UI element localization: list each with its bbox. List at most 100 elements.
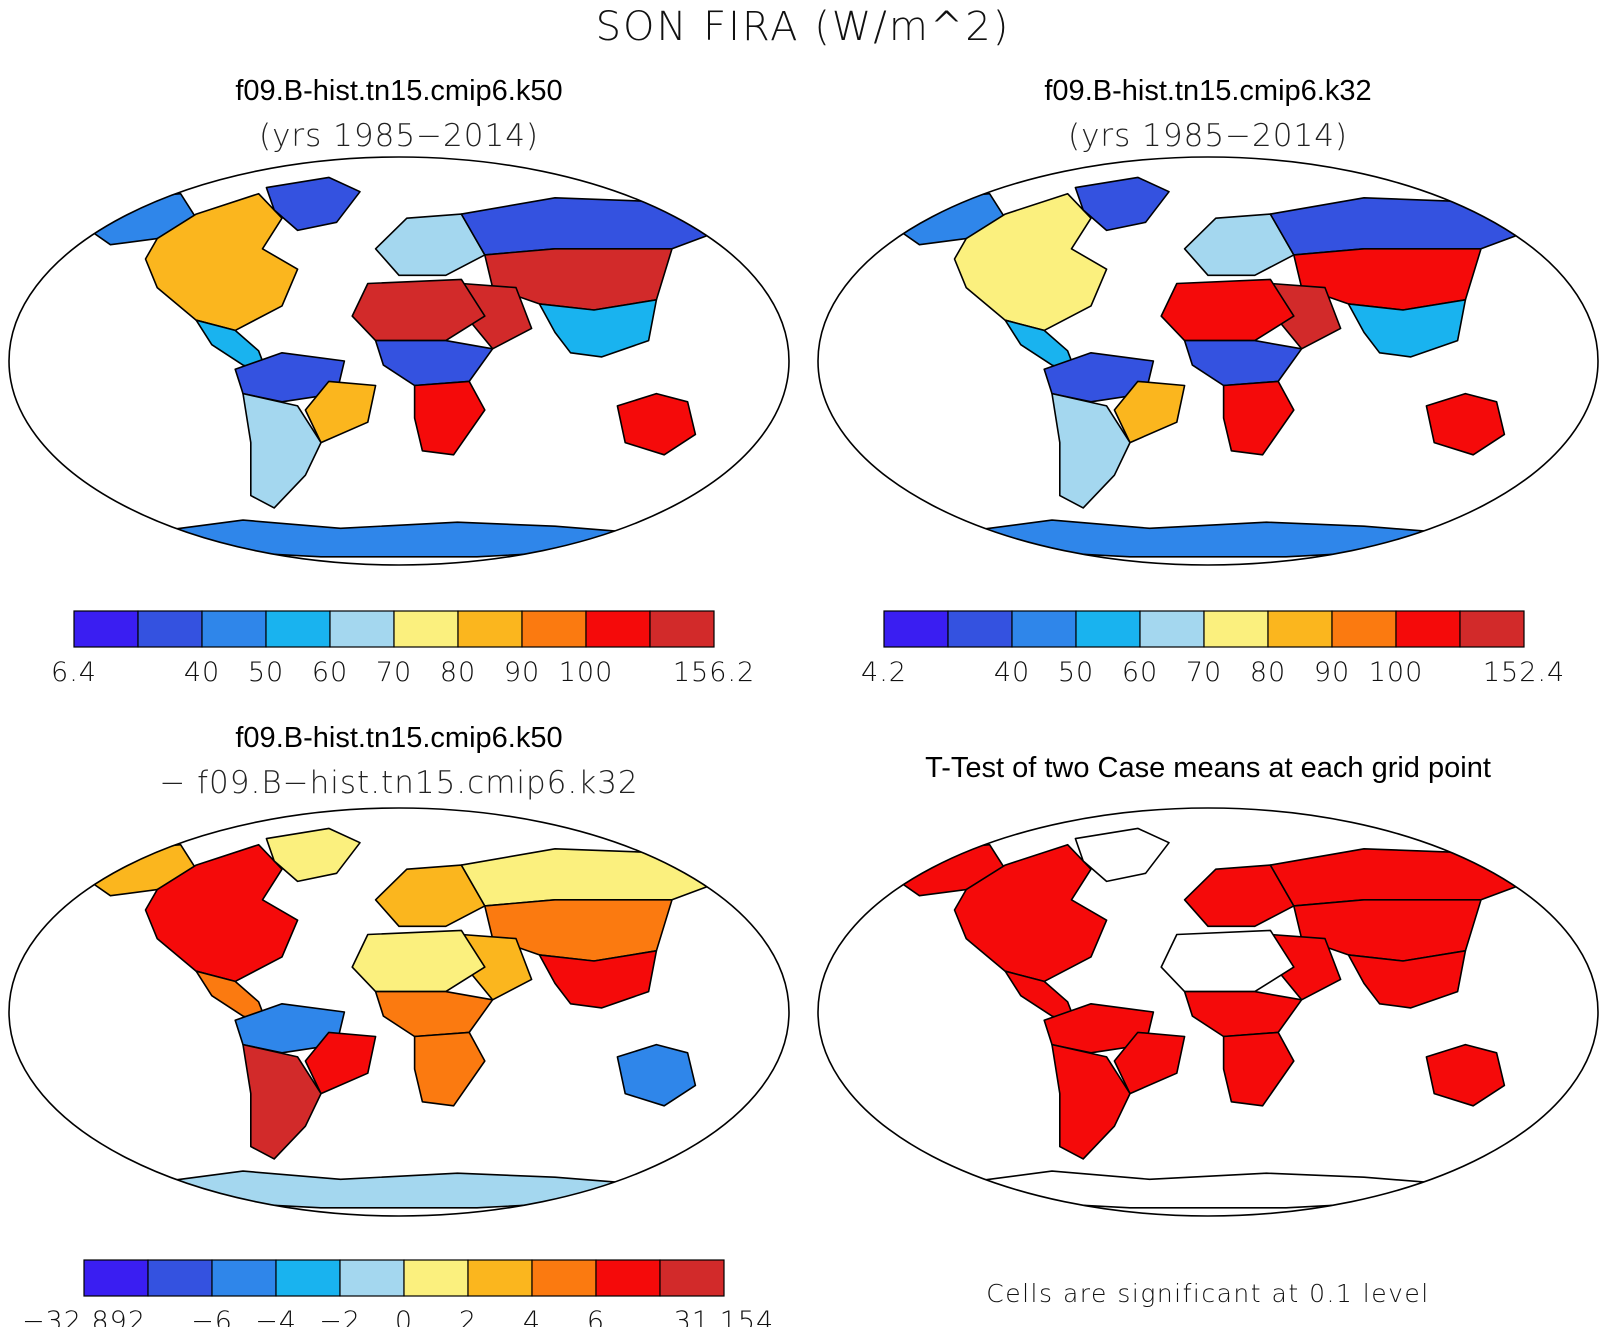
region-s-america-south: [242, 392, 322, 509]
colorbar-tick-label: 90: [1314, 657, 1350, 688]
colorbar-tick-label: 4: [523, 1306, 541, 1327]
region-africa-south: [1222, 1031, 1295, 1107]
panel-k50-title: f09.B-hist.tn15.cmip6.k50: [235, 75, 562, 107]
colorbar-swatch: [1011, 610, 1077, 648]
region-n-america: [953, 843, 1108, 983]
panel-k32-title: f09.B-hist.tn15.cmip6.k32: [1044, 75, 1371, 107]
colorbar-swatch: [329, 610, 395, 648]
colorbar-swatch: [137, 610, 203, 648]
map-ttest: [817, 807, 1599, 1217]
region-s-america-east: [1113, 1031, 1186, 1095]
colorbar-swatch: [1459, 610, 1525, 648]
panel-diff: f09.B-hist.tn15.cmip6.k50 − f09.B−hist.t…: [8, 722, 790, 1327]
colorbar-tick-label: 6: [587, 1306, 605, 1327]
panel-k32: f09.B-hist.tn15.cmip6.k32 (yrs 1985−2014…: [817, 75, 1599, 688]
colorbar-swatch: [275, 1259, 341, 1297]
map-border: [8, 807, 790, 1217]
panel-k50: f09.B-hist.tn15.cmip6.k50 (yrs 1985−2014…: [8, 75, 790, 688]
colorbar-swatch: [73, 610, 139, 648]
region-australia: [616, 392, 697, 456]
region-n-america: [144, 192, 299, 332]
region-s-america-south: [1051, 1043, 1131, 1160]
map-k50: [8, 156, 790, 566]
colorbar-tick-label: 156.2: [673, 657, 755, 688]
map-k32: [817, 156, 1599, 566]
colorbar-swatch: [1139, 610, 1205, 648]
region-n-america: [144, 843, 299, 983]
colorbar-tick-label: −6: [191, 1306, 233, 1327]
region-greenland: [265, 176, 361, 232]
region-australia: [1425, 1043, 1506, 1107]
colorbar-swatch: [467, 1259, 533, 1297]
colorbar-tick-label: −32.892: [22, 1306, 146, 1327]
colorbar-tick-label: 40: [184, 657, 220, 688]
panel-ttest: T-Test of two Case means at each grid po…: [817, 752, 1599, 1308]
colorbar-swatch: [595, 1259, 661, 1297]
colorbar-swatch: [393, 610, 459, 648]
panel-diff-title: f09.B-hist.tn15.cmip6.k50: [235, 722, 562, 754]
colorbar-swatch: [211, 1259, 277, 1297]
colorbar-swatch: [1075, 610, 1141, 648]
map-border: [817, 156, 1599, 566]
panel-k32-subtitle: (yrs 1985−2014): [1068, 118, 1348, 154]
colorbar-k50: 6.4 40 50 60 70 80 90 100 156.2: [51, 610, 755, 688]
colorbar-swatch: [659, 1259, 725, 1297]
region-s-america-south: [1051, 392, 1131, 509]
region-asia-south: [1347, 950, 1467, 1009]
colorbar-tick-label: 60: [1122, 657, 1158, 688]
colorbar-swatch: [1395, 610, 1461, 648]
panel-ttest-title: T-Test of two Case means at each grid po…: [925, 752, 1491, 784]
region-asia-south: [538, 299, 658, 358]
map-diff: [8, 807, 790, 1217]
colorbar-swatch: [457, 610, 523, 648]
region-s-america-east: [304, 1031, 377, 1095]
colorbar-tick-label: 2: [459, 1306, 477, 1327]
figure-title: SON FIRA (W/m^2): [596, 4, 1011, 50]
colorbar-tick-label: −4: [255, 1306, 297, 1327]
colorbar-tick-label: 4.2: [861, 657, 907, 688]
colorbar-tick-label: 80: [440, 657, 476, 688]
colorbar-tick-label: 70: [1186, 657, 1222, 688]
region-australia: [1425, 392, 1506, 456]
region-greenland: [265, 827, 361, 883]
colorbar-tick-label: −2: [319, 1306, 361, 1327]
colorbar-tick-label: 80: [1250, 657, 1286, 688]
colorbar-tick-label: 90: [504, 657, 540, 688]
colorbar-swatch: [1203, 610, 1269, 648]
colorbar-swatch: [883, 610, 949, 648]
colorbar-swatch: [1331, 610, 1397, 648]
colorbar-tick-label: 70: [376, 657, 412, 688]
colorbar-swatch: [947, 610, 1013, 648]
colorbar-tick-label: 50: [248, 657, 284, 688]
map-border: [817, 807, 1599, 1217]
colorbar-tick-label: 0: [395, 1306, 413, 1327]
region-greenland: [1074, 827, 1170, 883]
region-asia-south: [538, 950, 658, 1009]
colorbar-swatch: [585, 610, 651, 648]
region-africa-south: [1222, 380, 1295, 456]
colorbar-swatch: [403, 1259, 469, 1297]
panel-k50-subtitle: (yrs 1985−2014): [259, 118, 539, 154]
colorbar-diff: −32.892 −6 −4 −2 0 2 4 6 31.154: [22, 1259, 774, 1327]
colorbar-k32: 4.2 40 50 60 70 80 90 100 152.4: [861, 610, 1565, 688]
region-africa-south: [413, 380, 486, 456]
colorbar-swatch: [147, 1259, 213, 1297]
colorbar-tick-label: 50: [1058, 657, 1094, 688]
region-greenland: [1074, 176, 1170, 232]
region-asia-south: [1347, 299, 1467, 358]
colorbar-swatch: [201, 610, 267, 648]
colorbar-tick-label: 100: [1369, 657, 1424, 688]
significance-note: Cells are significant at 0.1 level: [986, 1279, 1429, 1308]
region-n-america: [953, 192, 1108, 332]
map-border: [8, 156, 790, 566]
colorbar-tick-label: 152.4: [1483, 657, 1565, 688]
region-australia: [616, 1043, 697, 1107]
colorbar-swatch: [1267, 610, 1333, 648]
colorbar-tick-label: 31.154: [674, 1306, 774, 1327]
colorbar-swatch: [83, 1259, 149, 1297]
colorbar-swatch: [521, 610, 587, 648]
colorbar-tick-label: 60: [312, 657, 348, 688]
region-s-america-east: [1113, 380, 1186, 444]
region-africa-south: [413, 1031, 486, 1107]
